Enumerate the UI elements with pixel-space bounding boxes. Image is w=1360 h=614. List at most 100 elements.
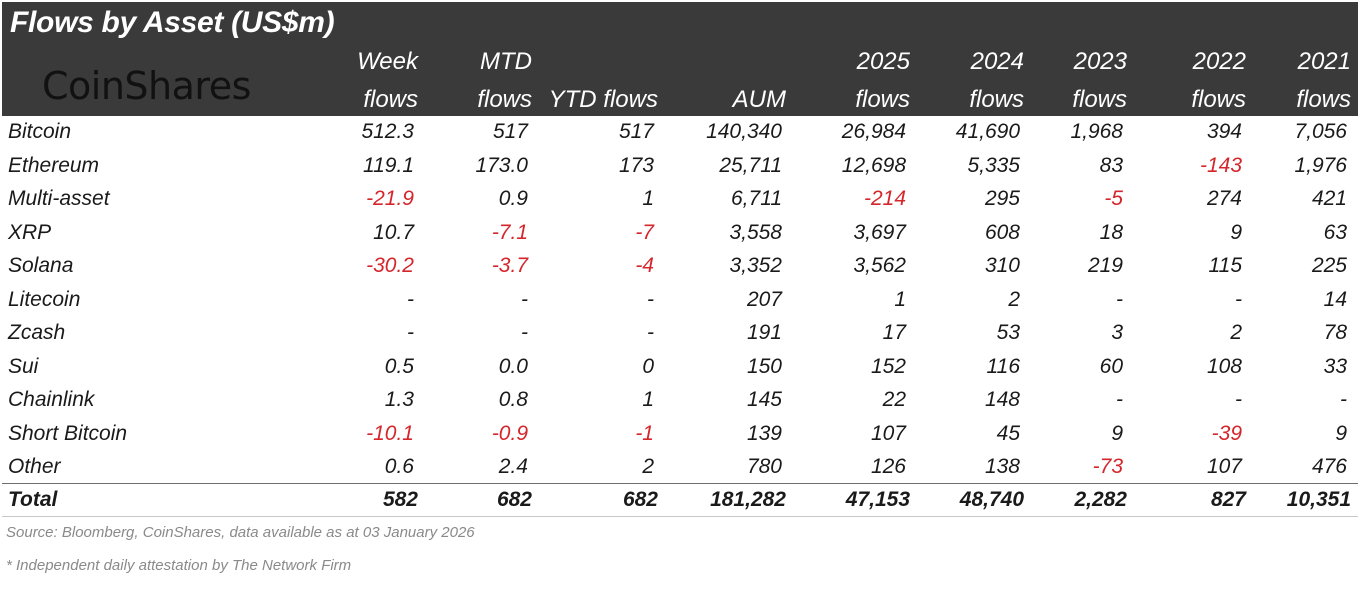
value-cell: - (647, 287, 654, 311)
column-header-top: 2023 (1073, 48, 1127, 75)
table-row: Short Bitcoin -10.1 -0.9 -1 139 107 45 9 -39 9 (2, 418, 1358, 451)
value-cell: - (1340, 388, 1347, 411)
table-header: Flows by Asset (US$m) CoinShares Week flo… (2, 2, 1358, 116)
table-row: Bitcoin 512.3 517 517 140,340 26,984 41,690 1,9… (2, 116, 1358, 149)
value-cell: 512.3 (361, 120, 414, 143)
value-cell: 3,562 (853, 254, 906, 277)
asset-name: Bitcoin (8, 120, 72, 143)
value-cell: 7,056 (1294, 120, 1347, 143)
value-cell: - (1116, 287, 1123, 311)
column-header-top: 2024 (970, 48, 1024, 75)
value-cell: 148 (984, 388, 1020, 411)
value-cell: 173.0 (475, 153, 528, 177)
value-cell: 78 (1323, 321, 1347, 344)
value-cell: 295 (984, 187, 1020, 210)
column-header-bottom: flows (1296, 86, 1351, 113)
value-cell: 582 (382, 488, 418, 511)
value-cell: 2 (642, 455, 654, 478)
value-cell: 25,711 (719, 153, 782, 177)
column-header-top: 2022 (1192, 48, 1246, 75)
table-row: Zcash - - - 191 17 53 3 2 78 (2, 317, 1358, 350)
value-cell: 5,335 (967, 153, 1020, 177)
value-cell: 1 (642, 388, 654, 411)
value-cell: -0.9 (491, 421, 528, 445)
value-cell: 682 (622, 488, 658, 511)
value-cell: 476 (1311, 455, 1347, 478)
value-cell: 421 (1311, 187, 1347, 210)
value-cell: 827 (1210, 488, 1246, 511)
value-cell: 22 (882, 388, 906, 411)
value-cell: 191 (746, 321, 782, 344)
value-cell: - (1116, 388, 1123, 411)
table-row: XRP 10.7 -7.1 -7 3,558 3,697 608 18 9 63 (2, 217, 1358, 250)
value-cell: 3 (1111, 321, 1123, 344)
source-note: Source: Bloomberg, CoinShares, data avai… (6, 524, 475, 541)
value-cell: 3,352 (729, 254, 782, 277)
total-row: Total 582 682 682 181,282 47,153 48,740 2,282 82… (2, 484, 1358, 517)
value-cell: 9 (1111, 421, 1123, 445)
value-cell: 225 (1311, 254, 1347, 277)
value-cell: 107 (870, 421, 906, 445)
column-header-top: Week (357, 48, 418, 75)
value-cell: 3,558 (729, 220, 782, 244)
value-cell: -143 (1199, 153, 1242, 177)
coinshares-logo: CoinShares (42, 64, 251, 108)
asset-name: Other (8, 455, 61, 478)
column-header-top: 2021 (1297, 48, 1351, 75)
value-cell: 83 (1099, 153, 1123, 177)
asset-name: Ethereum (8, 153, 100, 177)
value-cell: - (407, 321, 414, 344)
value-cell: 18 (1099, 220, 1123, 244)
value-cell: 150 (746, 354, 782, 378)
value-cell: 14 (1323, 287, 1347, 311)
value-cell: 181,282 (710, 488, 786, 511)
table-row: Chainlink 1.3 0.8 1 145 22 148 - - - (2, 384, 1358, 417)
value-cell: 145 (746, 388, 782, 411)
value-cell: -7 (635, 220, 654, 244)
value-cell: 6,711 (731, 187, 782, 210)
value-cell: 0.9 (498, 187, 528, 210)
value-cell: -30.2 (366, 254, 414, 277)
value-cell: 12,698 (841, 153, 906, 177)
value-cell: 152 (870, 354, 906, 378)
value-cell: -3.7 (491, 254, 528, 277)
column-header-bottom: flows (1072, 86, 1127, 113)
asset-name: Total (8, 488, 58, 511)
total-divider (2, 483, 1358, 484)
value-cell: 310 (984, 254, 1020, 277)
value-cell: 1.3 (384, 388, 414, 411)
value-cell: 107 (1206, 455, 1242, 478)
value-cell: 0.5 (384, 354, 414, 378)
value-cell: 140,340 (706, 120, 782, 143)
value-cell: 116 (986, 354, 1020, 378)
asset-name: Multi-asset (8, 187, 110, 210)
table-row: Litecoin - - - 207 1 2 - - 14 (2, 284, 1358, 317)
table-bottom-divider (2, 516, 1358, 517)
value-cell: -10.1 (366, 421, 414, 445)
value-cell: 2 (1008, 287, 1020, 311)
value-cell: 9 (1335, 421, 1347, 445)
value-cell: - (647, 321, 654, 344)
asset-name: Sui (8, 354, 39, 378)
value-cell: 219 (1087, 254, 1123, 277)
column-header-bottom: flows (855, 86, 910, 113)
column-header-bottom: flows (363, 86, 418, 113)
asset-name: Short Bitcoin (8, 421, 128, 445)
value-cell: 126 (870, 455, 906, 478)
value-cell: 394 (1206, 120, 1242, 143)
value-cell: 0.0 (498, 354, 528, 378)
table-row: Other 0.6 2.4 2 780 126 138 -73 107 476 (2, 451, 1358, 484)
value-cell: 608 (984, 220, 1020, 244)
value-cell: 682 (496, 488, 532, 511)
value-cell: - (407, 287, 414, 311)
value-cell: -39 (1211, 421, 1242, 445)
value-cell: 63 (1323, 220, 1347, 244)
footnote: * Independent daily attestation by The N… (6, 557, 352, 574)
value-cell: 115 (1208, 254, 1242, 277)
column-header-top: MTD (480, 48, 532, 75)
value-cell: 1 (894, 287, 906, 311)
value-cell: 274 (1206, 187, 1242, 210)
value-cell: 3,697 (853, 220, 906, 244)
value-cell: 517 (492, 120, 528, 143)
column-header-bottom: flows (1191, 86, 1246, 113)
